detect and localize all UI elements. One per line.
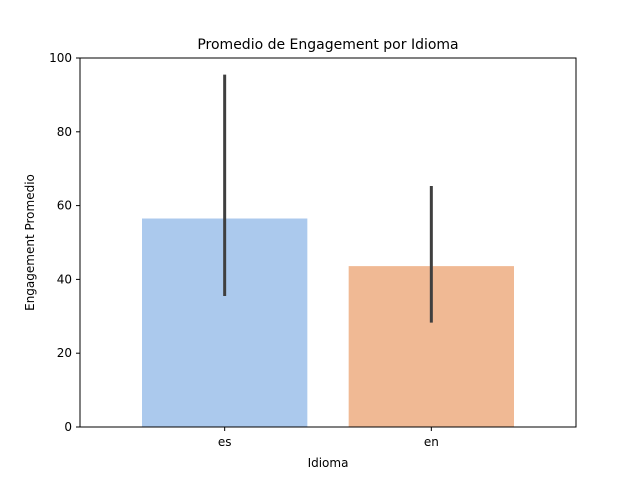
- y-tick-label: 80: [57, 125, 72, 139]
- x-tick-label: es: [218, 435, 232, 449]
- y-tick-label: 0: [64, 420, 72, 434]
- plot-frame: [79, 57, 577, 428]
- x-tick-label: en: [424, 435, 439, 449]
- y-axis-label: Engagement Promedio: [23, 174, 37, 311]
- y-tick-label: 40: [57, 272, 72, 286]
- chart-title: Promedio de Engagement por Idioma: [197, 37, 458, 53]
- bars-layer: [142, 218, 514, 427]
- y-tick-label: 60: [57, 199, 72, 213]
- y-tick-label: 20: [57, 346, 72, 360]
- x-axis-label: Idioma: [308, 456, 349, 470]
- y-tick-label: 100: [49, 51, 72, 65]
- error-bars-layer: [223, 74, 433, 323]
- x-axis: es en: [218, 427, 439, 449]
- y-axis: 0 20 40 60 80 100: [49, 51, 80, 434]
